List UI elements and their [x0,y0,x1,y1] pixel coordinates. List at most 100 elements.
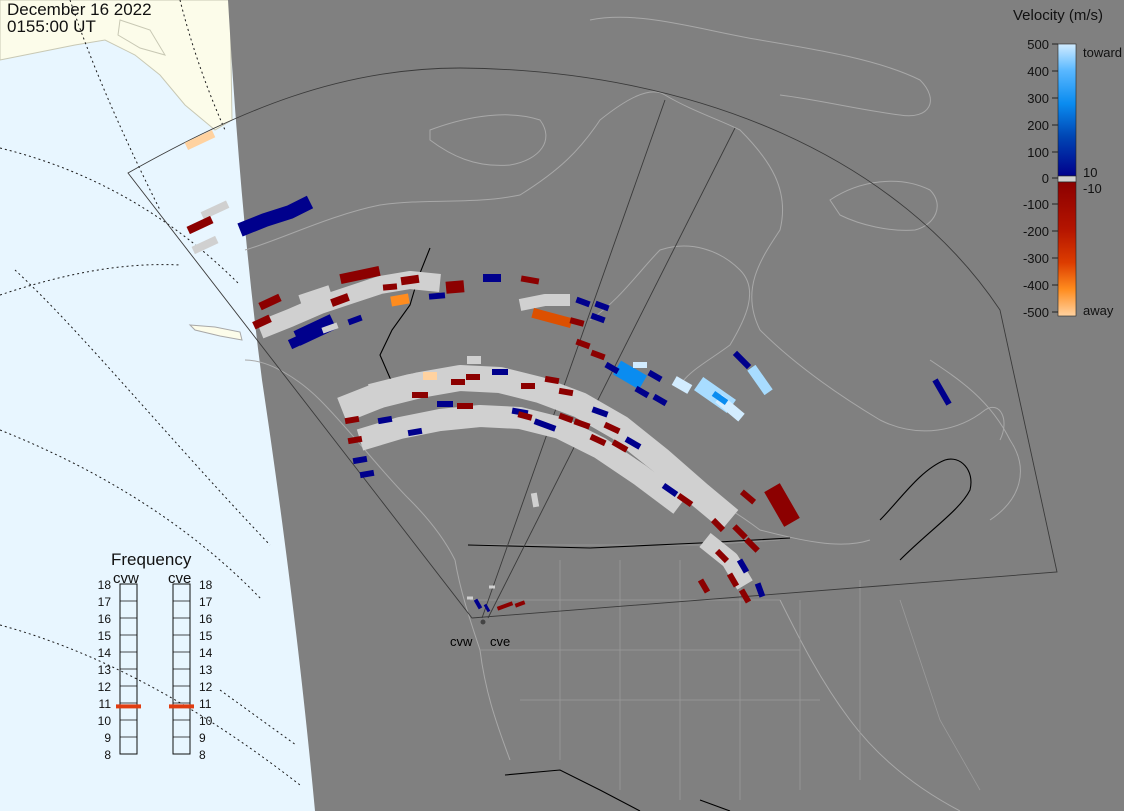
velocity-tick-label: 500 [1027,37,1049,52]
velocity-colorbar-zero [1057,175,1077,183]
scatter-cell [754,582,766,598]
frequency-panel: Frequency cvw cve 18 18 17 17 16 16 15 15 14 14 13… [98,550,213,762]
velocity-colorbar-toward [1057,43,1077,177]
scatter-cell [634,385,650,399]
frequency-scale-label-right: 8 [199,748,206,762]
scatter-cell [603,421,621,435]
scatter-cell [732,524,748,540]
state-borders [470,539,981,800]
frequency-scale-label-right: 13 [199,663,213,677]
scatter-cell [739,489,757,505]
time-label: 0155:00 UT [7,17,96,36]
velocity-tick-label: -100 [1023,197,1049,212]
scatter-cell [428,292,446,300]
scatter-band [356,405,687,514]
velocity-tick-label: 0 [1042,171,1049,186]
velocity-away-label: away [1083,303,1114,318]
frequency-scale-label-left: 18 [98,578,112,592]
scatter-cell [661,482,679,498]
scatter-cell [624,436,642,450]
frequency-scale-label-right: 12 [199,680,213,694]
scatter-cell [697,578,711,594]
country-borders [379,247,972,811]
scatter-cell [575,296,591,308]
radar-site-label-cve: cve [490,634,510,649]
scatter-cell [520,275,540,285]
scatter-cell [184,130,216,150]
scatter-cell [483,603,491,613]
scatter-cell [347,314,363,326]
date-label: December 16 2022 [7,0,152,19]
scatter-cell [671,376,693,394]
frequency-scale-label-right: 15 [199,629,213,643]
scatter-cell [321,322,339,334]
frequency-scale-label-right: 10 [199,714,213,728]
scatter-cell [647,369,663,383]
frequency-scale-label-left: 14 [98,646,112,660]
scatter-cell [676,492,694,508]
scatter-cell [573,418,591,430]
scatter-echoes [184,130,952,613]
frequency-marker-cvw [116,704,141,709]
scatter-cell [514,600,526,608]
radar-fov-outline [127,67,1058,619]
frequency-col-label-cvw: cvw [113,570,139,587]
radar-site-label-cvw: cvw [450,634,473,649]
aleutian-peninsula [188,324,243,341]
scatter-cell [496,601,514,611]
scatter-cell [330,293,350,307]
scatter-cell [517,411,533,421]
scatter-band [298,285,332,305]
scatter-cell [744,537,760,553]
scatter-cell [726,572,740,588]
scatter-cell [531,307,573,329]
scatter-cell [575,338,591,350]
scatter-cell [258,293,282,311]
scatter-cell [590,349,606,361]
scatter-cell [589,433,607,447]
scatter-cell [732,350,752,370]
scatter-cell [390,293,410,307]
scatter-cell [569,317,585,327]
scatter-cell [533,418,557,432]
scatter-band [518,294,570,311]
velocity-tick-label: 200 [1027,118,1049,133]
scatter-cell [558,412,574,424]
frequency-scale-label-left: 11 [99,697,112,711]
scatter-cell [200,200,230,220]
frequency-scale-label-right: 16 [199,612,213,626]
velocity-tick-label: -500 [1023,305,1049,320]
velocity-tick-label: -200 [1023,224,1049,239]
frequency-scale-label-left: 10 [98,714,112,728]
scatter-cell [400,274,420,286]
velocity-tick-label: 100 [1027,145,1049,160]
velocity-colorbar-away [1057,181,1077,317]
velocity-pos-threshold: 10 [1083,165,1097,180]
scatter-cell [473,598,483,610]
scatter-cell [377,415,393,425]
scatter-cell [252,314,272,330]
geo-grid [0,0,301,786]
scatter-cell [347,435,363,445]
frequency-scale-label-left: 15 [98,629,112,643]
daylight-coast-detail [117,19,167,56]
frequency-title: Frequency [111,550,192,569]
frequency-scale-label-left: 8 [104,748,111,762]
scatter-cell [287,330,313,350]
scatter-cell [591,406,609,418]
velocity-tick-label: -300 [1023,251,1049,266]
scatter-cell [714,548,730,564]
scatter-cell [738,588,752,604]
scatter-cell [558,387,574,397]
scatter-cell [611,439,629,453]
frequency-col-label-cve: cve [168,570,191,587]
velocity-legend-title: Velocity (m/s) [1013,7,1103,24]
scatter-cell [604,361,620,375]
scatter-cell [747,364,773,396]
frequency-scale-label-right: 9 [199,731,206,745]
frequency-scale-label-left: 16 [98,612,112,626]
frequency-scale-label-left: 9 [104,731,111,745]
scatter-cell [530,492,540,508]
frequency-scale-label-right: 17 [199,595,213,609]
